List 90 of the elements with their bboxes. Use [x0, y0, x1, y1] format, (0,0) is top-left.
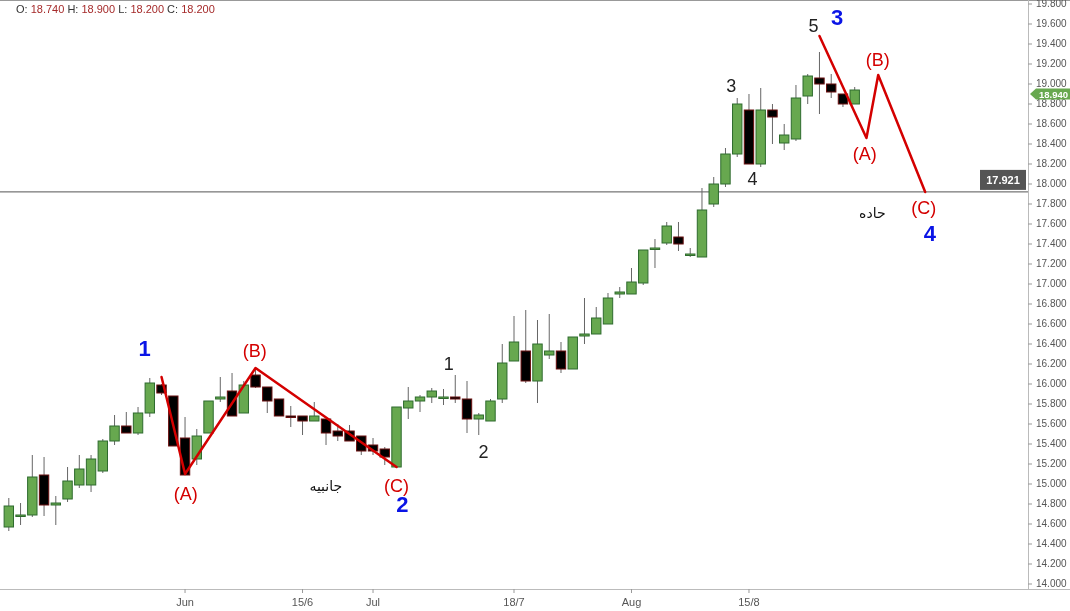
candlestick [473, 412, 484, 436]
annotation: 3 [726, 76, 737, 96]
line-series [818, 34, 927, 194]
annotation: 2 [478, 442, 489, 462]
ytick: 16.600 [1036, 318, 1067, 329]
candlestick [591, 306, 602, 335]
ytick: 19.200 [1036, 58, 1067, 69]
ytick: 19.800 [1036, 0, 1067, 9]
ytick: 15.400 [1036, 438, 1067, 449]
ytick: 15.600 [1036, 418, 1067, 429]
candlestick [649, 238, 661, 269]
xtick: 15/8 [738, 596, 760, 608]
ytick: 15.800 [1036, 398, 1067, 409]
candlestick [779, 123, 790, 151]
candlestick [74, 454, 85, 489]
line-series [160, 366, 398, 476]
candlestick [3, 497, 15, 532]
ref-label: 17.921 [986, 173, 1020, 186]
annotation: (B) [865, 50, 890, 70]
candlestick [109, 414, 120, 446]
candlestick [508, 315, 520, 362]
ytick: 14.400 [1036, 538, 1067, 549]
candlestick [262, 386, 273, 414]
annotation: (A) [852, 144, 877, 164]
xtick: Jun [176, 596, 194, 608]
ytick: 19.000 [1036, 78, 1067, 89]
ytick: 17.600 [1036, 218, 1067, 229]
candlestick [121, 411, 132, 434]
candlestick [15, 502, 26, 526]
candlestick [814, 51, 825, 115]
xtick: Aug [621, 596, 642, 608]
ytick: 18.400 [1036, 138, 1067, 149]
ytick: 17.800 [1036, 198, 1067, 209]
candlestick [450, 374, 461, 404]
candlestick [285, 405, 296, 428]
ytick: 17.200 [1036, 258, 1067, 269]
ytick: 17.000 [1036, 278, 1067, 289]
candlestick [414, 394, 426, 413]
ytick: 19.400 [1036, 38, 1067, 49]
candlestick [50, 495, 62, 526]
ytick: 19.600 [1036, 18, 1067, 29]
ytick: 17.400 [1036, 238, 1067, 249]
ytick: 18.800 [1036, 98, 1067, 109]
annotation: (C) [911, 198, 937, 218]
candlestick [461, 380, 473, 434]
ytick: 16.000 [1036, 378, 1067, 389]
ytick: 14.200 [1036, 558, 1067, 569]
annotation: حاده [859, 205, 886, 221]
xtick: Jul [366, 596, 381, 608]
candlestick [403, 386, 414, 420]
annotation: (A) [173, 484, 198, 504]
ytick: 18.200 [1036, 158, 1067, 169]
candlestick [544, 313, 555, 360]
annotation: (B) [242, 341, 267, 361]
ytick: 15.000 [1036, 478, 1067, 489]
ytick: 16.800 [1036, 298, 1067, 309]
candlestick [708, 176, 719, 208]
candlestick [555, 341, 567, 374]
candlestick [62, 466, 73, 503]
ytick: 14.600 [1036, 518, 1067, 529]
xtick: 15/6 [291, 596, 314, 608]
ytick: 18.600 [1036, 118, 1067, 129]
ytick: 14.800 [1036, 498, 1067, 509]
annotation: 4 [923, 220, 936, 246]
candlestick [673, 221, 684, 252]
candlestick [132, 406, 144, 436]
ytick: 18.000 [1036, 178, 1067, 189]
candlestick [767, 103, 778, 145]
subtitle: O: 18.740 H: 18.900 L: 18.200 C: 18.200 [16, 3, 215, 15]
annotation: 18.940 [1038, 88, 1068, 100]
candlestick [661, 221, 672, 246]
candlestick [826, 73, 837, 99]
ytick: 16.400 [1036, 338, 1067, 349]
ytick: 14.000 [1036, 578, 1067, 589]
ytick: 15.200 [1036, 458, 1067, 469]
candlestick [309, 401, 320, 422]
annotation: 5 [808, 16, 819, 36]
candlestick [626, 267, 637, 295]
xtick: 18/7 [503, 596, 525, 608]
candlestick [802, 73, 813, 105]
candlestick [579, 297, 590, 345]
annotation: 1 [443, 354, 454, 374]
candlestick [215, 376, 226, 403]
annotation: 3 [830, 4, 844, 30]
candlestick [297, 415, 308, 436]
annotation: 4 [747, 169, 758, 189]
candlestick [320, 418, 332, 446]
annotation: 1 [138, 335, 151, 361]
annotation: جانبيه [309, 478, 343, 494]
ytick: 16.200 [1036, 358, 1067, 369]
